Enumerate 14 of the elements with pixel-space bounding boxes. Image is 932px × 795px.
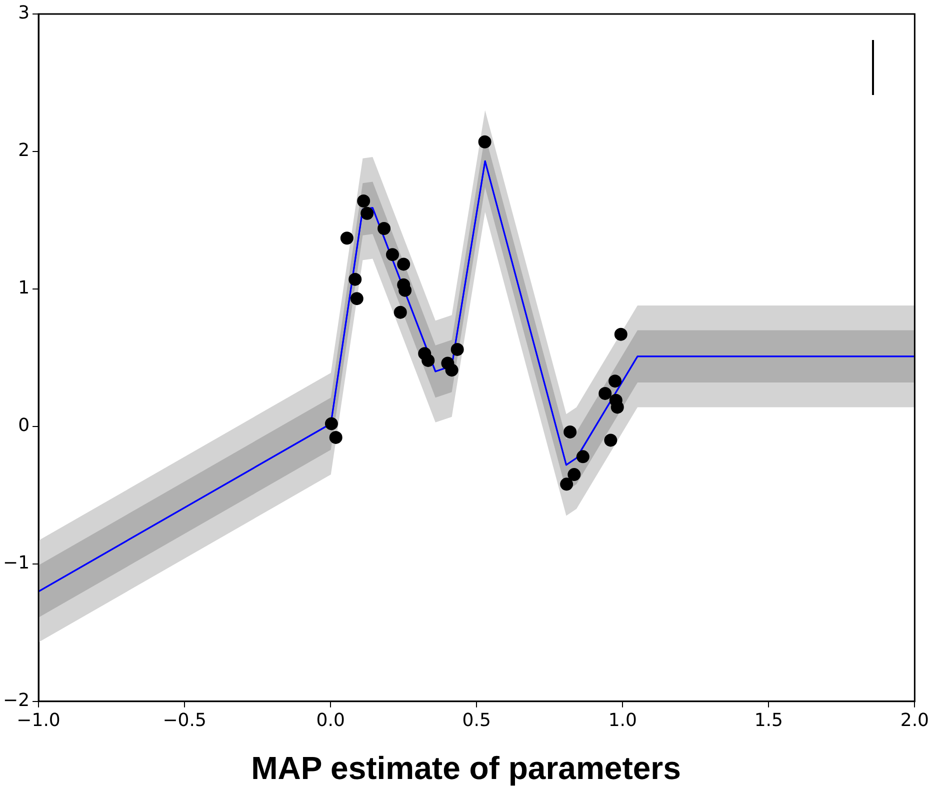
x-tick-label: 1.5	[754, 710, 783, 731]
x-tick-label: 0.0	[316, 710, 345, 731]
y-tick-label: 1	[18, 278, 30, 299]
x-tick-label: 2.0	[900, 710, 930, 731]
x-tick-label: −1.0	[16, 710, 60, 731]
x-tick-label: 1.0	[608, 710, 637, 731]
x-tick-label: −0.5	[162, 710, 206, 731]
y-tick-label: −2	[2, 690, 30, 712]
y-tick-label: −1	[2, 552, 30, 574]
text: MAP estimate of parameters	[250, 750, 682, 787]
y-tick-label: 0	[18, 415, 30, 436]
y-tick-label: 2	[18, 140, 30, 162]
y-tick-label: 3	[18, 2, 30, 24]
x-tick-label: 0.5	[462, 710, 491, 731]
